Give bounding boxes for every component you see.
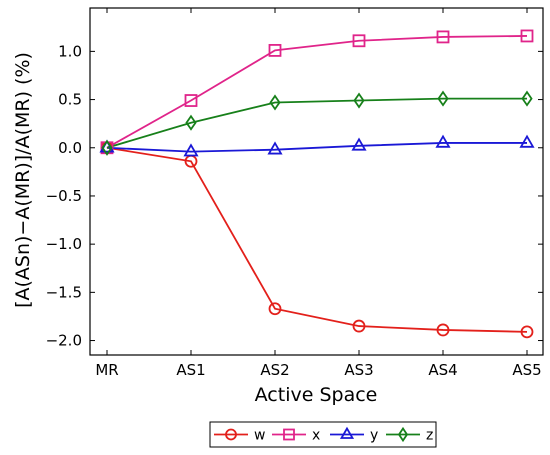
marker-square: [352, 34, 366, 48]
series-lines: [106, 35, 528, 333]
marker-diamond: [437, 90, 449, 107]
x-tick-label: AS5: [512, 361, 541, 379]
marker-triangle: [519, 134, 535, 148]
marker-circle: [436, 323, 450, 337]
plot-area: [89, 7, 544, 356]
y-tick-label: 0.0: [58, 139, 82, 157]
marker-circle: [352, 319, 366, 333]
tick-group: MR AS1 AS2 AS3 AS4 AS5 −2.0 −1.5 −1.0 −0.5 0.0 0.5 1…: [46, 8, 543, 379]
x-axis-label: Active Space: [255, 384, 378, 406]
y-tick-label: 1.0: [58, 42, 82, 60]
y-tick-label: −1.0: [46, 235, 82, 253]
marker-diamond: [397, 426, 409, 443]
marker-circle: [225, 428, 237, 441]
legend-label: w: [254, 428, 265, 444]
marker-diamond: [521, 90, 533, 107]
series-line-w: [106, 146, 528, 333]
x-tick-label: MR: [95, 361, 118, 379]
marker-diamond: [353, 92, 365, 109]
legend-label: z: [426, 428, 433, 444]
y-tick-label: 0.5: [58, 91, 82, 109]
y-tick-label: −0.5: [46, 187, 82, 205]
marker-circle: [520, 325, 534, 339]
marker-triangle: [267, 141, 283, 155]
x-tick-label: AS3: [344, 361, 373, 379]
legend-label: y: [370, 428, 378, 444]
marker-square: [184, 94, 198, 107]
x-tick-label: AS1: [176, 361, 205, 379]
x-tick-label: AS2: [260, 361, 289, 379]
marker-triangle: [351, 137, 367, 151]
marker-square: [520, 29, 534, 43]
y-tick-label: −2.0: [46, 332, 82, 350]
marker-triangle: [183, 143, 199, 157]
legend: w x y z: [209, 421, 437, 448]
series-line-z: [106, 97, 527, 149]
marker-square: [283, 428, 295, 441]
marker-diamond: [101, 139, 113, 156]
marker-square: [268, 44, 282, 57]
marker-circle: [268, 302, 282, 316]
marker-triangle: [435, 134, 451, 148]
legend-label: x: [312, 428, 320, 444]
y-tick-label: −1.5: [46, 283, 82, 301]
markers: [99, 29, 535, 339]
marker-triangle: [339, 426, 355, 439]
marker-diamond: [185, 114, 197, 131]
marker-diamond: [269, 94, 281, 111]
series-line-y: [106, 142, 527, 153]
y-axis-label: [A(ASn)−A(MR)]/A(MR) (%): [12, 52, 34, 308]
marker-square: [436, 30, 450, 44]
x-tick-label: AS4: [428, 361, 457, 379]
series-line-x: [106, 35, 528, 149]
